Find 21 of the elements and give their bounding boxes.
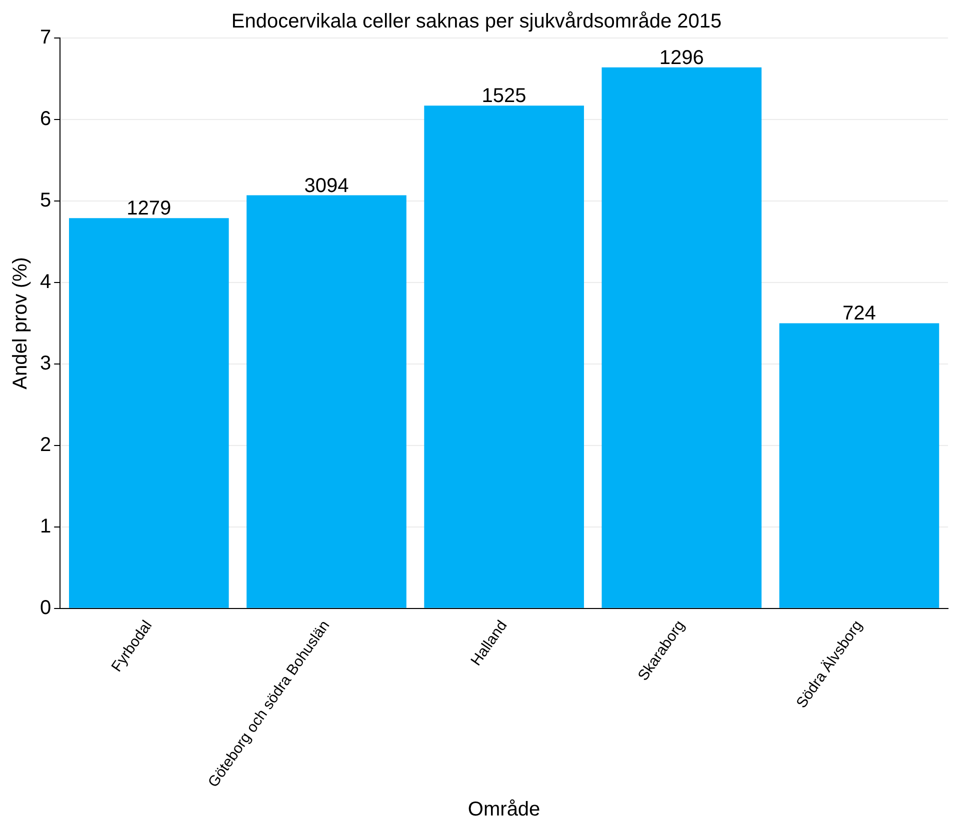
y-tick-label: 0 bbox=[40, 596, 52, 619]
annotation: 1296 bbox=[659, 46, 704, 69]
bar bbox=[424, 106, 584, 608]
annotation: 3094 bbox=[304, 174, 349, 197]
x-axis-title: Område bbox=[468, 798, 540, 821]
bar bbox=[69, 218, 229, 608]
y-axis-title: Andel prov (%) bbox=[10, 257, 32, 390]
y-tick-label: 1 bbox=[40, 515, 52, 538]
y-tick-label: 6 bbox=[40, 108, 52, 130]
annotation: 1525 bbox=[482, 85, 526, 108]
y-tick-label: 3 bbox=[40, 352, 52, 374]
bar bbox=[602, 67, 762, 608]
y-tick-label: 2 bbox=[40, 434, 52, 456]
bar bbox=[779, 323, 940, 608]
y-tick-label: 4 bbox=[40, 270, 52, 293]
annotation: 724 bbox=[842, 302, 876, 325]
chart-title: Endocervikala celler saknas per sjukvårdsområde 2015 bbox=[231, 10, 722, 33]
annotation: 1279 bbox=[126, 198, 172, 220]
bar bbox=[246, 195, 406, 608]
y-tick-label: 7 bbox=[40, 26, 52, 49]
y-tick-label: 5 bbox=[40, 189, 52, 212]
